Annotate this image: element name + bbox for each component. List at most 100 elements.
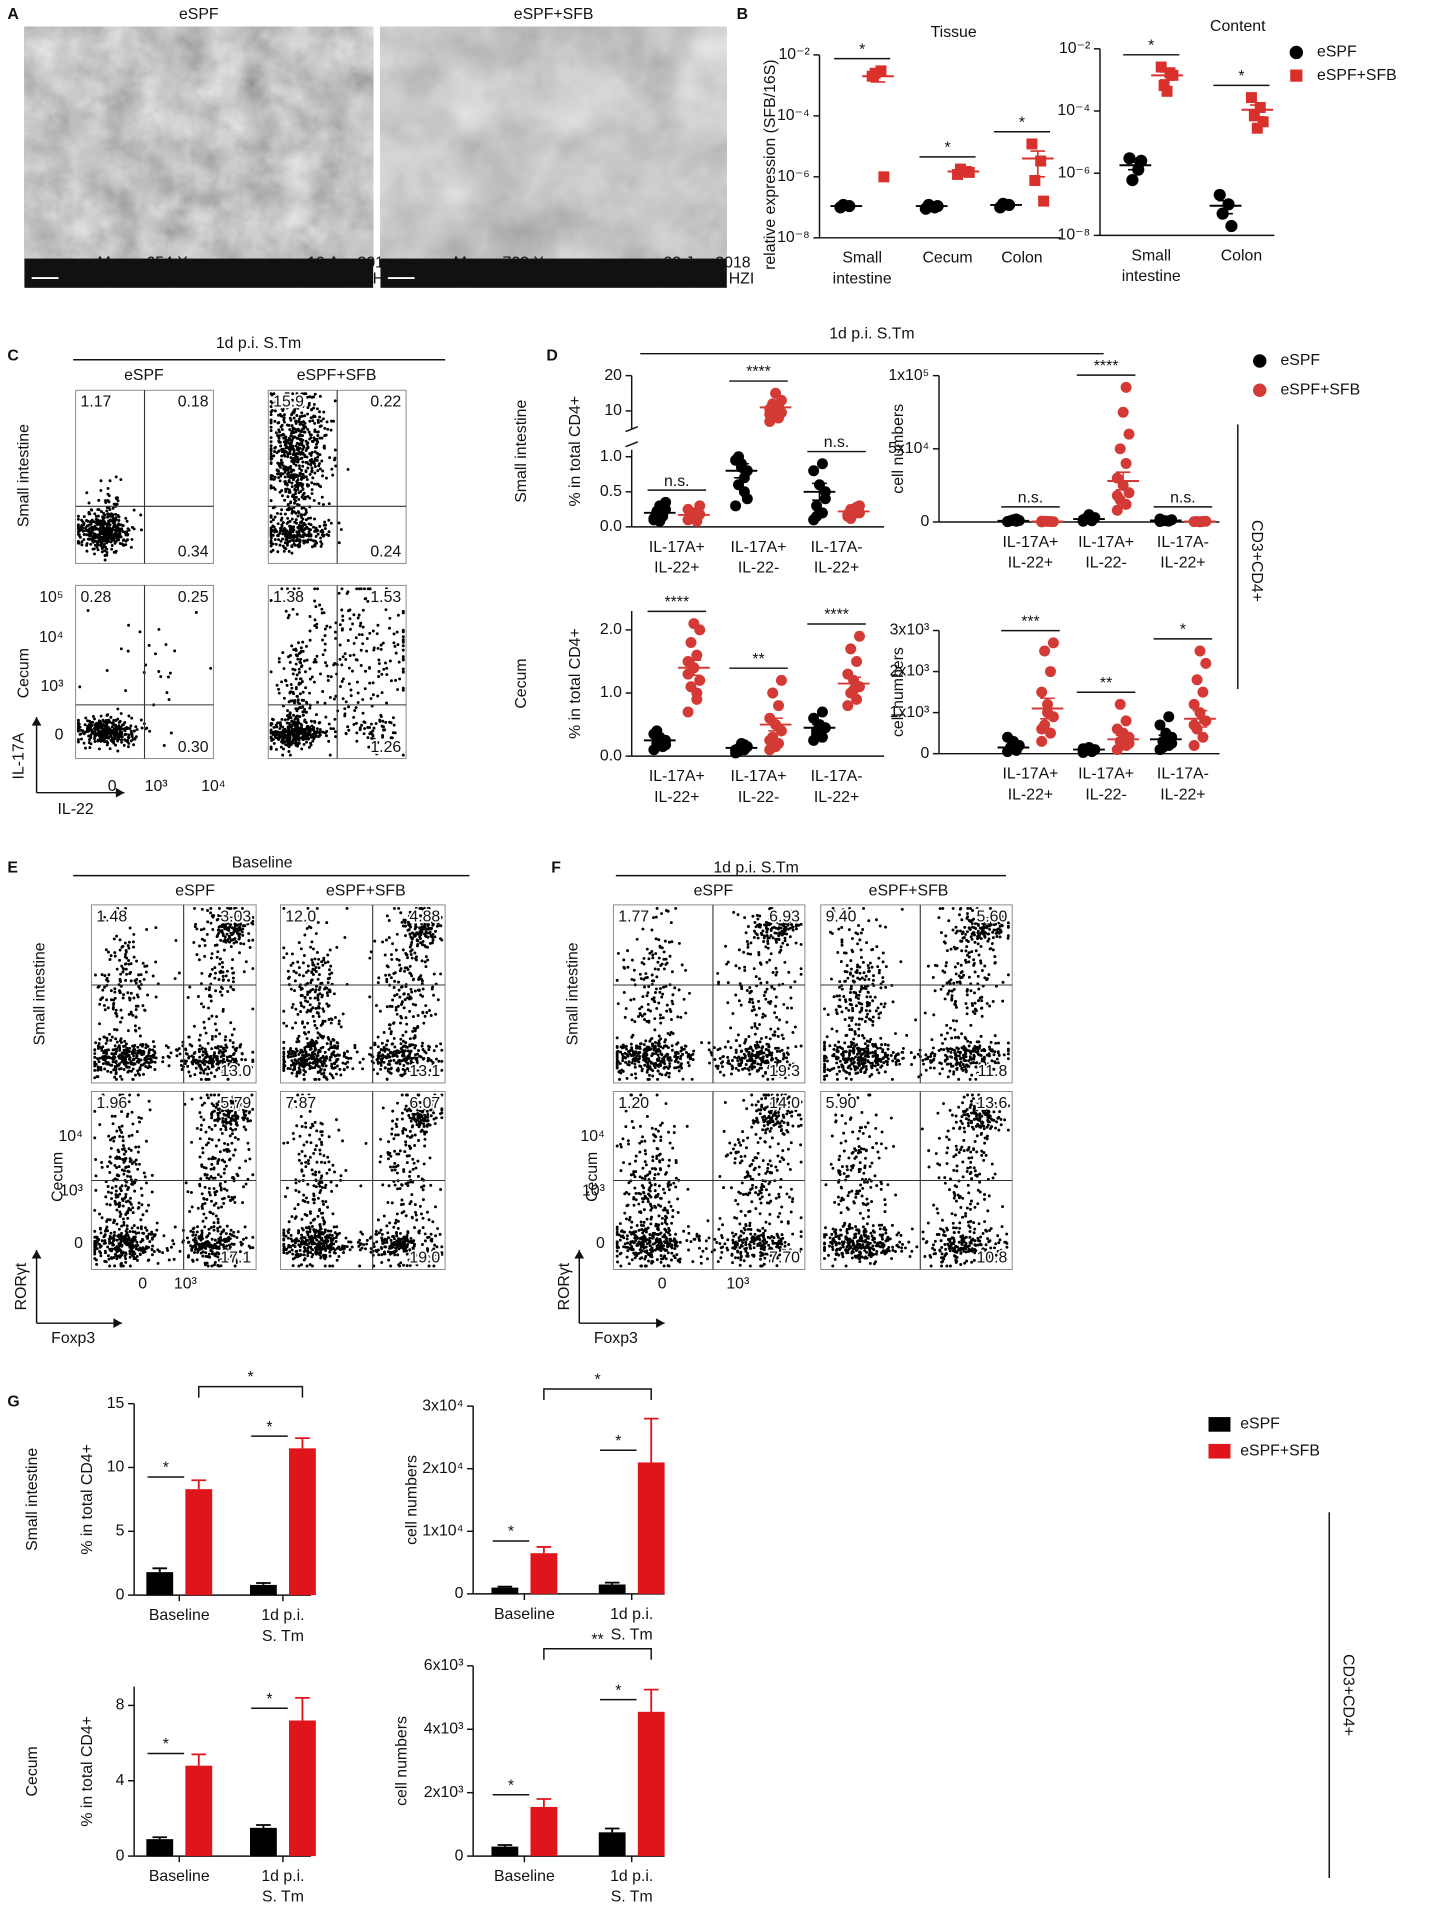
significance-label: ** — [1100, 675, 1112, 692]
flow-x-axis-label: IL-22 — [58, 801, 94, 818]
row-label: Small intestine — [31, 942, 48, 1045]
significance-label: * — [248, 1369, 254, 1386]
y-tick-label: 2x10³ — [890, 663, 930, 680]
error-bar — [686, 659, 702, 677]
error-bar — [604, 1581, 620, 1585]
panel-letter: B — [737, 6, 748, 23]
data-point — [845, 512, 857, 524]
data-point — [1036, 723, 1048, 735]
significance-label: * — [1019, 114, 1025, 131]
quadrant-value: 5.90 — [826, 1095, 857, 1112]
data-point — [1188, 719, 1200, 731]
data-point — [816, 458, 828, 470]
y-tick-label: 10⁻⁶ — [777, 168, 810, 185]
legend-label: eSPF — [1317, 44, 1357, 61]
data-point — [685, 637, 697, 649]
event-dots — [823, 1093, 1010, 1268]
y-axis-label: cell numbers — [890, 647, 907, 737]
info-bar — [24, 258, 374, 288]
x-tick-label: intestine — [1122, 268, 1181, 285]
flow-plot — [90, 904, 257, 1084]
data-point — [1213, 188, 1226, 202]
significance-label: * — [163, 1460, 169, 1477]
bar — [598, 1832, 626, 1857]
event-dots — [615, 1093, 803, 1268]
event-dots — [76, 475, 143, 562]
x-tick-label: IL-17A- — [1157, 766, 1209, 783]
y-tick-label: 20 — [604, 367, 622, 384]
event-dots — [282, 1093, 444, 1268]
legend-swatch — [1253, 354, 1267, 368]
flow-y-tick: 10⁴ — [58, 1128, 83, 1145]
flow-x-tick: 10⁴ — [201, 778, 226, 795]
y-tick-label: 10 — [107, 1459, 125, 1476]
significance-label: * — [615, 1682, 621, 1699]
bar — [598, 1584, 626, 1594]
significance-bracket — [543, 1388, 652, 1401]
x-tick-label: IL-22- — [738, 559, 779, 576]
x-tick-label: 1d p.i. — [610, 1868, 653, 1885]
image-info: Ileum 2_04.tif — [195, 258, 291, 275]
data-point — [654, 515, 666, 527]
flow-plot — [612, 904, 806, 1084]
x-tick-label: Baseline — [494, 1606, 555, 1623]
data-point — [1120, 457, 1132, 469]
error-bar — [924, 204, 940, 209]
y-axis-label: relative expression (SFB/16S) — [762, 59, 779, 269]
data-point — [764, 734, 776, 746]
data-point — [811, 510, 823, 522]
column-label: eSPF+SFB — [297, 367, 377, 384]
y-axis-label: % in total CD4+ — [567, 628, 584, 739]
data-point — [1163, 711, 1175, 723]
x-tick-label: IL-22- — [1085, 786, 1126, 803]
scale-label: 10 μm — [32, 258, 76, 275]
data-point — [1044, 666, 1056, 678]
y-tick-label: 0 — [455, 1585, 464, 1602]
sem-image — [24, 26, 374, 259]
significance-label: **** — [746, 364, 771, 381]
data-point — [1188, 739, 1200, 751]
error-bar — [1218, 199, 1233, 215]
image-info: Ileum 3_03.tif — [551, 258, 647, 275]
data-point — [1194, 645, 1206, 657]
y-tick-label: 10⁻² — [778, 46, 809, 63]
flow-y-tick: 10⁵ — [39, 589, 63, 606]
quadrant-value: 7.87 — [285, 1095, 316, 1112]
quadrant-value: 13.1 — [409, 1063, 440, 1080]
x-tick-label: IL-17A+ — [731, 768, 787, 785]
x-tick-label: S. Tm — [262, 1628, 304, 1645]
bar — [491, 1587, 519, 1594]
axis-break — [625, 426, 639, 448]
legend-swatch — [1208, 1417, 1231, 1432]
y-tick-label: 1.0 — [600, 684, 622, 701]
x-tick-label: IL-22- — [738, 789, 779, 806]
image-info: Mag = 654 X — [98, 255, 189, 272]
y-tick-label: 6x10³ — [424, 1657, 464, 1674]
y-tick-label: 10⁻⁸ — [1058, 227, 1091, 244]
flow-x-tick: 0 — [108, 778, 117, 795]
row-label: Cecum — [513, 658, 530, 708]
x-tick-label: IL-17A+ — [649, 768, 705, 785]
y-tick-label: 10⁻⁴ — [777, 107, 810, 124]
x-tick-label: 1d p.i. — [261, 1607, 304, 1624]
arrow-head — [31, 717, 42, 726]
significance-label: n.s. — [664, 473, 690, 490]
y-tick-label: 10⁻⁴ — [1057, 102, 1090, 119]
significance-label: n.s. — [1170, 490, 1196, 507]
event-dots — [615, 906, 803, 1081]
chart-title: Tissue — [931, 24, 977, 41]
x-tick-label: Small — [842, 250, 882, 267]
quadrant-value: 12.0 — [285, 908, 316, 925]
x-tick-label: Baseline — [149, 1868, 210, 1885]
flow-header: 1d p.i. S.Tm — [216, 335, 301, 352]
flow-y-tick: 10³ — [582, 1183, 605, 1200]
data-point — [1039, 645, 1051, 657]
row-label: Cecum — [24, 1746, 41, 1796]
quadrant-value: 9.40 — [826, 908, 857, 925]
y-tick-label: 2.0 — [600, 621, 622, 638]
y-tick-label: 3x10³ — [890, 622, 930, 639]
data-point — [1026, 138, 1038, 150]
x-tick-label: IL-22+ — [1160, 786, 1205, 803]
error-bar — [870, 71, 886, 83]
flow-y-tick: 10⁴ — [39, 629, 64, 646]
